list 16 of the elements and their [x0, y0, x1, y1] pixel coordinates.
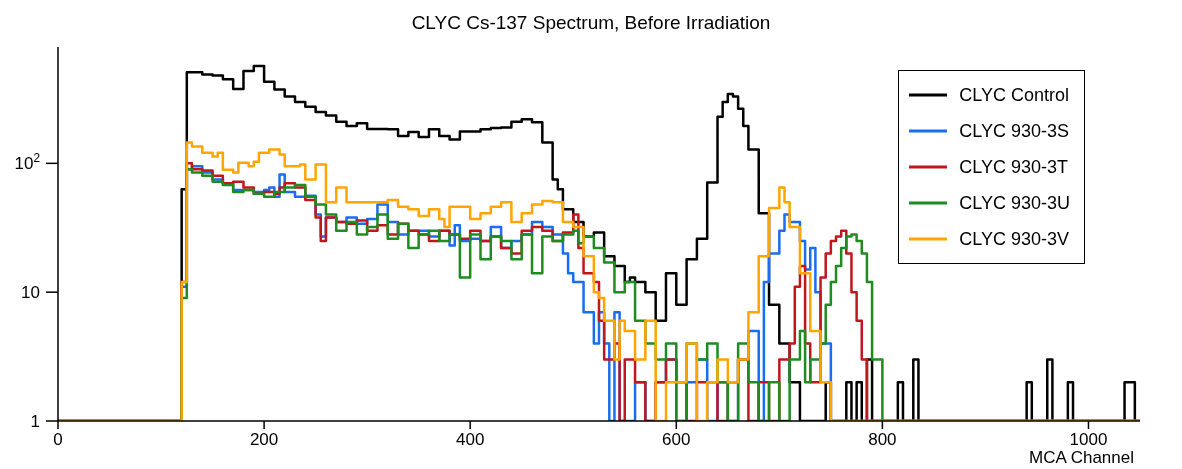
y-tick-label: 1 — [30, 412, 40, 431]
x-tick-label: 200 — [249, 430, 279, 449]
legend-label: CLYC 930-3V — [959, 228, 1070, 250]
legend-label: CLYC 930-3S — [959, 120, 1070, 142]
legend-label: CLYC 930-3U — [959, 192, 1070, 214]
y-tick-label: 10 — [21, 283, 40, 303]
x-tick-label: 600 — [662, 430, 691, 449]
legend-label: CLYC 930-3T — [959, 156, 1068, 178]
x-axis-title: MCA Channel — [1029, 448, 1134, 468]
legend-label: CLYC Control — [959, 84, 1069, 106]
x-tick-label: 0 — [53, 430, 63, 449]
x-tick-label: 800 — [868, 430, 897, 449]
x-tick-label: 1000 — [1069, 430, 1108, 449]
x-tick-label: 400 — [456, 430, 485, 449]
chart-title: CLYC Cs-137 Spectrum, Before Irradiation — [410, 12, 772, 34]
y-tick-label: 10$^{2}$ — [14, 151, 41, 174]
